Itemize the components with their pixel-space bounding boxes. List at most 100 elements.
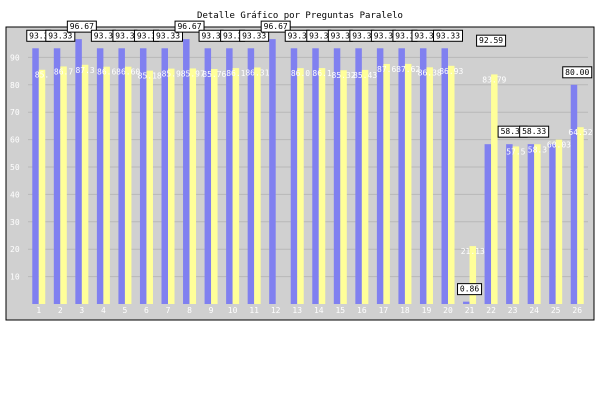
bar-s2-26 — [577, 127, 584, 304]
data-label: 93.3 — [137, 31, 156, 40]
bar-s1-4 — [96, 48, 104, 304]
bar-s2-20 — [448, 65, 455, 304]
x-tick-label: 12 — [271, 306, 281, 315]
data-labels: 93.3 85. 93.33 86.7 96.67 87.3 93.3 86.6 93.3 86.… — [26, 20, 593, 296]
x-tick-label: 16 — [357, 306, 367, 315]
data-label: 86.38 — [418, 68, 442, 77]
label-box — [519, 125, 550, 138]
bar-s1-25 — [549, 144, 556, 304]
bar-s1-10 — [226, 48, 233, 304]
x-tick-label: 10 — [228, 306, 238, 315]
x-tick-label: 20 — [443, 306, 453, 315]
data-label: 86.60 — [116, 68, 140, 77]
bar-s2-9 — [211, 69, 218, 304]
chart-title: Detalle Gráfico por Preguntas Paralelo — [197, 11, 403, 21]
bar-s1-26 — [570, 84, 578, 304]
x-tick-label: 19 — [422, 306, 432, 315]
bar-s2-24 — [534, 144, 541, 304]
label-box — [260, 20, 291, 33]
data-label: 85. — [35, 71, 49, 80]
data-label: 93.3 — [201, 31, 220, 40]
bar-s2-14 — [318, 68, 326, 304]
data-label: 86.1 — [226, 69, 245, 78]
bar-s1-6 — [139, 48, 147, 304]
y-tick-label: 20 — [10, 245, 20, 254]
y-tick-label: 40 — [10, 190, 20, 199]
data-label: 96.67 — [264, 22, 288, 31]
bar-s2-5 — [124, 66, 132, 304]
label-box — [433, 29, 463, 42]
y-tick-label: 10 — [10, 273, 20, 282]
bar-s2-17 — [383, 63, 390, 305]
bar-s2-15 — [340, 70, 347, 304]
data-label: 93.3 — [115, 31, 134, 40]
x-axis: 1 2 3 4 5 6 7 8 9 10 11 12 13 14 15 16 17 18 19 20 21 22 23 24 2… — [36, 306, 582, 315]
label-box — [66, 20, 97, 33]
data-label: 86.7 — [54, 67, 73, 76]
bar-s2-22 — [491, 74, 498, 304]
data-label: 93.3 — [223, 31, 242, 40]
data-label: 93.3 — [288, 31, 307, 40]
bar-s1-21 — [463, 301, 470, 304]
x-tick-label: 18 — [400, 306, 410, 315]
x-tick-label: 7 — [166, 306, 171, 315]
label-box — [45, 29, 76, 42]
bar-s2-6 — [146, 70, 153, 304]
bar-s1-18 — [398, 48, 405, 304]
data-label: 21.13 — [461, 247, 485, 256]
data-label: 93.3 — [352, 31, 371, 40]
data-label: 0.86 — [460, 285, 479, 294]
data-label: 87.3 — [75, 66, 94, 75]
x-tick-label: 3 — [79, 306, 84, 315]
x-tick-label: 8 — [187, 306, 192, 315]
bar-s2-2 — [60, 66, 67, 304]
bar-s2-19 — [426, 67, 433, 304]
bar-s1-8 — [183, 39, 190, 304]
x-tick-label: 17 — [379, 306, 389, 315]
bar-s2-3 — [81, 64, 89, 304]
data-label: 85.97 — [181, 69, 205, 78]
data-label: 83.79 — [482, 75, 506, 84]
data-label: 58.33 — [522, 127, 546, 136]
x-tick-label: 1 — [36, 306, 41, 315]
bar-s2-18 — [404, 63, 412, 304]
bar-s1-13 — [290, 48, 298, 304]
data-label: 58.33 — [501, 127, 525, 136]
data-label: 85.43 — [353, 71, 377, 80]
bar-s2-11 — [254, 67, 261, 305]
data-label: 93.3 — [395, 31, 414, 40]
data-label: 93.33 — [156, 31, 180, 40]
x-tick-label: 15 — [335, 306, 345, 315]
data-label: 85.32 — [332, 71, 356, 80]
data-label: 87.62 — [396, 65, 420, 74]
y-tick-label: 30 — [10, 218, 20, 227]
bar-s2-10 — [232, 68, 240, 304]
data-label: 93.33 — [48, 31, 72, 40]
data-label: 93.33 — [436, 31, 460, 40]
bar-s2-23 — [512, 146, 520, 304]
bar-s1-1 — [32, 48, 39, 304]
data-label: 86.31 — [245, 69, 269, 78]
bar-s1-7 — [161, 48, 168, 304]
bar-s2-1 — [38, 69, 46, 304]
bar-s1-2 — [53, 48, 61, 304]
x-tick-label: 6 — [144, 306, 149, 315]
x-tick-label: 26 — [572, 306, 582, 315]
bar-s1-16 — [355, 48, 362, 304]
y-axis: 10 20 30 40 50 60 70 80 90 — [10, 53, 20, 281]
data-label: 93.3 — [374, 31, 393, 40]
bar-s1-5 — [118, 48, 125, 304]
y-tick-label: 80 — [10, 81, 20, 90]
data-label: 96.67 — [177, 22, 201, 31]
bar-s1-14 — [312, 48, 319, 304]
data-label: 58.3 — [528, 145, 547, 154]
x-tick-label: 14 — [314, 306, 324, 315]
data-label: 93.3 — [29, 31, 48, 40]
bar-s1-9 — [204, 48, 212, 304]
bar-s1-3 — [75, 39, 82, 304]
y-tick-label: 70 — [10, 108, 20, 117]
label-box — [239, 29, 270, 42]
y-tick-label: 60 — [10, 136, 20, 145]
data-label: 86.1 — [312, 69, 331, 78]
